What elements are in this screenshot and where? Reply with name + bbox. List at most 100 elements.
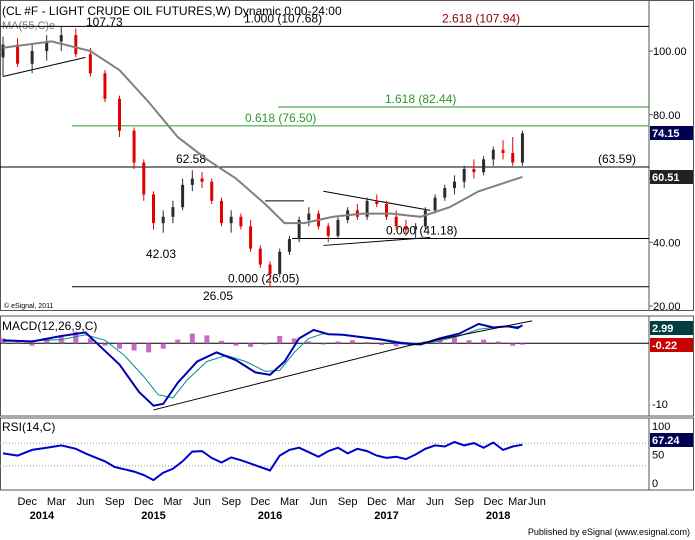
annotation-low: 26.05 bbox=[203, 289, 233, 303]
candle-body bbox=[103, 73, 107, 99]
candle-body bbox=[59, 35, 63, 42]
rsi-legend-label: RSI(14,C) bbox=[2, 420, 55, 434]
macd-histogram-bar bbox=[102, 343, 108, 346]
x-tick-year: 2017 bbox=[374, 510, 398, 522]
candle-body bbox=[30, 51, 34, 64]
fib-label-1618: 1.618 (82.44) bbox=[385, 92, 456, 106]
candle-body bbox=[161, 216, 165, 224]
candle-body bbox=[278, 251, 282, 275]
macd-histogram-bar bbox=[481, 339, 487, 344]
rsi-tick-label: 0 bbox=[652, 478, 658, 490]
level-value-label: 60.51 bbox=[652, 172, 680, 184]
x-tick-year: 2015 bbox=[141, 510, 165, 522]
candle-body bbox=[190, 178, 194, 185]
macd-histogram-bar bbox=[510, 343, 516, 346]
annotation-high: 107.73 bbox=[86, 15, 123, 29]
candle-body bbox=[132, 130, 136, 163]
x-tick-month: Sep bbox=[454, 496, 474, 508]
x-tick-month: Dec bbox=[251, 496, 271, 508]
price-trendline bbox=[2, 56, 86, 77]
candle-body bbox=[1, 44, 5, 58]
candle-body bbox=[491, 149, 495, 160]
macd-legend-label: MACD(12,26,9,C) bbox=[2, 319, 97, 333]
macd-line bbox=[2, 322, 523, 407]
level-label-4118: 0.000 (41.18) bbox=[386, 223, 457, 237]
macd-panel-border bbox=[0, 315, 694, 417]
candle-body bbox=[375, 200, 379, 204]
macd-histogram-bar bbox=[379, 343, 385, 346]
chart-title: (CL #F - LIGHT CRUDE OIL FUTURES,W) Dyna… bbox=[2, 4, 342, 18]
candle-body bbox=[210, 181, 214, 201]
macd-histogram-bar bbox=[393, 343, 399, 347]
candle-body bbox=[287, 239, 291, 252]
rsi-panel: 100 50 0 RSI(14,C) 67.24 bbox=[0, 417, 694, 491]
macd-value-label-box bbox=[650, 321, 693, 335]
x-tick-month: Jun bbox=[77, 496, 95, 508]
candle-body bbox=[88, 54, 92, 74]
candle-body bbox=[181, 184, 185, 208]
candle-body bbox=[365, 200, 369, 217]
x-tick-month: Sep bbox=[338, 496, 358, 508]
candle-body bbox=[258, 248, 262, 265]
candle-body bbox=[74, 35, 78, 55]
x-tick-year: 2014 bbox=[30, 510, 55, 522]
price-panel-border bbox=[0, 0, 694, 311]
macd-histogram-bar bbox=[204, 335, 210, 344]
price-tick-label: 40.00 bbox=[653, 237, 681, 249]
rsi-tick-label: 50 bbox=[652, 450, 664, 462]
candle-body bbox=[200, 178, 204, 182]
x-tick-month: Sep bbox=[105, 496, 125, 508]
rsi-value-label: 67.24 bbox=[652, 435, 680, 447]
watermark-text: © eSignal, 2011 bbox=[4, 302, 54, 310]
x-tick-year: 2018 bbox=[486, 510, 510, 522]
candle-body bbox=[171, 207, 175, 217]
x-tick-month: Mar bbox=[396, 496, 415, 508]
x-tick-month: Dec bbox=[134, 496, 154, 508]
macd-histogram-bar bbox=[117, 343, 123, 349]
x-tick-year: 2016 bbox=[258, 510, 282, 522]
macd-trendline bbox=[410, 320, 533, 346]
macd-histogram-bar bbox=[335, 341, 341, 344]
macd-histogram-bar bbox=[495, 341, 501, 344]
rsi-value-label-box bbox=[650, 433, 693, 447]
level-label-6359: (63.59) bbox=[598, 152, 636, 166]
fib-label-100: 1.000 (107.68) bbox=[244, 11, 322, 25]
macd-histogram-bar bbox=[175, 339, 181, 344]
price-trendline bbox=[323, 236, 431, 246]
macd-signal-line bbox=[2, 325, 523, 399]
candle-body bbox=[219, 200, 223, 224]
price-tick-label: 80.00 bbox=[653, 110, 681, 122]
macd-value-label: 2.99 bbox=[652, 323, 673, 335]
price-tick-label: 100.00 bbox=[653, 46, 687, 58]
last-price-label: 74.15 bbox=[652, 128, 680, 140]
macd-histogram-bar bbox=[451, 337, 457, 344]
candle-body bbox=[297, 219, 301, 240]
macd-histogram-bar bbox=[248, 343, 254, 347]
candle-body bbox=[336, 219, 340, 236]
macd-signal-value-label-box bbox=[650, 338, 693, 352]
last-price-label-box bbox=[650, 126, 693, 140]
macd-histogram-bar bbox=[519, 343, 525, 345]
annotation-4203: 42.03 bbox=[146, 247, 176, 261]
candle-body bbox=[472, 168, 476, 173]
candle-body bbox=[394, 216, 398, 227]
candle-body bbox=[45, 41, 49, 51]
candle-body bbox=[151, 194, 155, 224]
macd-histogram-bar bbox=[320, 343, 326, 345]
rsi-line bbox=[2, 440, 523, 482]
x-tick-month: Dec bbox=[17, 496, 37, 508]
x-tick-month: Mar bbox=[280, 496, 299, 508]
macd-histogram-bar bbox=[218, 340, 224, 344]
macd-trendline bbox=[153, 344, 411, 411]
macd-panel: -10 MACD(12,26,9,C) 2.99 -0.22 bbox=[0, 315, 694, 417]
macd-histogram-bar bbox=[233, 343, 239, 346]
candle-body bbox=[239, 216, 243, 227]
macd-histogram-bar bbox=[364, 342, 370, 344]
candle-body bbox=[414, 226, 418, 230]
macd-histogram-bar bbox=[29, 343, 35, 346]
x-tick-month: Mar bbox=[163, 496, 182, 508]
candle-body bbox=[385, 204, 389, 217]
